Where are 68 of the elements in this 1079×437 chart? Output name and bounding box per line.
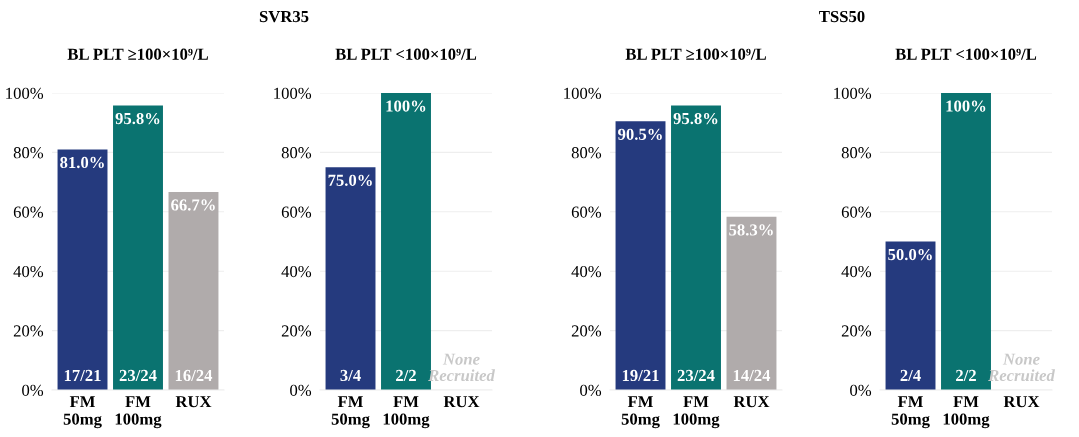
- data-label: 75.0%: [328, 174, 372, 186]
- bar: [57, 149, 108, 390]
- y-tick-label: 80%: [13, 147, 44, 159]
- bar: [726, 216, 777, 390]
- annotation: 2/2: [396, 369, 416, 382]
- x-tick-label: RUX: [443, 396, 480, 408]
- y-tick-label: 100%: [564, 87, 602, 99]
- bar: [168, 191, 219, 390]
- x-tick-label: FM 100mg: [115, 396, 162, 429]
- y-tick-label: 20%: [571, 325, 602, 337]
- y-tick-label: 60%: [571, 206, 602, 218]
- data-label: 100%: [946, 100, 986, 112]
- y-tick-label: 0%: [22, 384, 44, 396]
- y-tick-label: 0%: [290, 384, 312, 396]
- y-tick-label: 80%: [571, 147, 602, 159]
- text: SVR35: [259, 10, 309, 23]
- chart-title: BL PLT ≥100×10⁹/L: [625, 48, 766, 60]
- data-label: 95.8%: [673, 112, 718, 125]
- y-tick-label: 80%: [281, 147, 312, 159]
- y-tick-label: 20%: [13, 325, 44, 337]
- y-tick-label: 80%: [841, 147, 872, 159]
- annotation: 23/24: [119, 369, 157, 382]
- chart-title: BL PLT ≥100×10⁹/L: [67, 48, 208, 60]
- annotation: 2/4: [900, 369, 921, 382]
- data-label: 58.3%: [729, 224, 773, 236]
- bar: [615, 121, 666, 390]
- annotation: 14/24: [733, 369, 771, 382]
- x-tick-label: FM 50mg: [331, 396, 370, 429]
- y-tick-label: 60%: [841, 206, 872, 218]
- annotation: 23/24: [677, 369, 715, 382]
- y-tick-label: 20%: [281, 325, 312, 337]
- annotation: 16/24: [175, 369, 213, 382]
- y-tick-label: 0%: [850, 384, 872, 396]
- x-tick-label: FM 50mg: [621, 396, 660, 429]
- data-label: 50.0%: [888, 248, 932, 261]
- data-label: 100%: [386, 100, 426, 112]
- data-label: 81.0%: [60, 156, 104, 169]
- annotation: 2/2: [956, 369, 976, 382]
- y-tick-label: 40%: [281, 265, 312, 278]
- y-tick-label: 40%: [571, 265, 602, 278]
- y-tick-label: 100%: [6, 87, 44, 99]
- annotation: 17/21: [64, 369, 101, 382]
- y-tick-label: 100%: [834, 87, 872, 99]
- bar: [671, 105, 721, 390]
- x-tick-label: RUX: [1003, 396, 1040, 408]
- text: TSS50: [819, 10, 865, 23]
- chart-title: BL PLT <100×10⁹/L: [895, 48, 1037, 60]
- y-tick-label: 60%: [281, 206, 312, 218]
- y-tick-label: 40%: [841, 265, 872, 278]
- data-label: 66.7%: [171, 199, 215, 211]
- y-tick-label: 0%: [580, 384, 602, 396]
- y-tick-label: 40%: [13, 265, 44, 278]
- y-tick-label: 20%: [841, 325, 872, 337]
- x-tick-label: RUX: [175, 396, 212, 408]
- annotation: 19/21: [622, 369, 659, 382]
- x-tick-label: FM 50mg: [891, 396, 930, 429]
- y-tick-label: 100%: [274, 87, 312, 99]
- chart-title: BL PLT <100×10⁹/L: [335, 48, 477, 60]
- annotation: 3/4: [340, 369, 361, 382]
- x-tick-label: FM 100mg: [943, 396, 990, 429]
- data-label: 90.5%: [618, 128, 662, 140]
- x-tick-label: FM 50mg: [63, 396, 102, 429]
- x-tick-label: FM 100mg: [383, 396, 430, 429]
- x-tick-label: RUX: [733, 396, 770, 408]
- x-tick-label: FM 100mg: [673, 396, 720, 429]
- y-tick-label: 60%: [13, 206, 44, 218]
- data-label: 95.8%: [115, 112, 160, 125]
- bar: [113, 105, 163, 390]
